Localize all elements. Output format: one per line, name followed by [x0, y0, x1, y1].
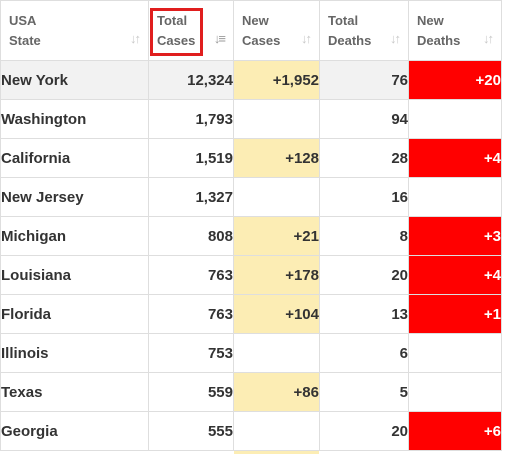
total-deaths-cell: 6: [319, 333, 409, 373]
new-cases-cell: +178: [233, 255, 320, 295]
total-deaths-cell: 20: [319, 411, 409, 451]
total-deaths-cell: 13: [319, 294, 409, 334]
header-new-cases-line1: New: [242, 13, 269, 28]
table-row: Washington 1,793 94: [0, 99, 502, 139]
new-deaths-cell: [408, 177, 502, 217]
total-cases-cell: 1,327: [148, 177, 234, 217]
new-cases-cell: [233, 411, 320, 451]
new-cases-cell: +128: [233, 138, 320, 178]
state-cell[interactable]: Texas: [0, 372, 149, 412]
total-deaths-cell: 28: [319, 138, 409, 178]
new-cases-cell: +104: [233, 294, 320, 334]
table-row: Illinois 753 6: [0, 333, 502, 373]
header-total-deaths-line2: Deaths: [328, 33, 372, 48]
new-cases-cell: +1,952: [233, 60, 320, 100]
state-cell[interactable]: Michigan: [0, 216, 149, 256]
new-cases-cell: [233, 333, 320, 373]
total-cases-cell: 763: [148, 294, 234, 334]
header-total-deaths[interactable]: Total Deaths ↓↑: [319, 0, 409, 61]
total-deaths-cell: 5: [319, 372, 409, 412]
new-cases-cell: +86: [233, 372, 320, 412]
total-cases-cell: 1,519: [148, 138, 234, 178]
table-body: New York 12,324 +1,952 76 +20 Washington…: [0, 60, 502, 451]
new-cases-cell: +21: [233, 216, 320, 256]
table-row: New Jersey 1,327 16: [0, 177, 502, 217]
sort-arrows-icon[interactable]: ↓↑: [301, 31, 312, 46]
state-cell[interactable]: New Jersey: [0, 177, 149, 217]
state-cell[interactable]: Florida: [0, 294, 149, 334]
total-cases-cell: 12,324: [148, 60, 234, 100]
total-cases-cell: 559: [148, 372, 234, 412]
table-row: Louisiana 763 +178 20 +4: [0, 255, 502, 295]
state-cell[interactable]: Illinois: [0, 333, 149, 373]
new-deaths-cell: +6: [408, 411, 502, 451]
table-header: USA State ↓↑ Total Cases ↓≡ New Cases ↓↑: [0, 0, 502, 61]
header-total-cases-line2: Cases: [157, 33, 196, 48]
state-cell[interactable]: Washington: [0, 99, 149, 139]
state-cell[interactable]: Georgia: [0, 411, 149, 451]
new-deaths-cell: [408, 372, 502, 412]
state-cell[interactable]: Louisiana: [0, 255, 149, 295]
header-new-deaths-line2: Deaths: [417, 33, 461, 48]
total-cases-cell: 555: [148, 411, 234, 451]
sort-descending-icon[interactable]: ↓≡: [213, 31, 226, 46]
new-deaths-cell: +3: [408, 216, 502, 256]
total-cases-cell: 808: [148, 216, 234, 256]
header-new-deaths[interactable]: New Deaths ↓↑: [408, 0, 502, 61]
header-new-deaths-line1: New: [417, 13, 444, 28]
header-new-cases[interactable]: New Cases ↓↑: [233, 0, 320, 61]
sort-arrows-icon[interactable]: ↓↑: [390, 31, 401, 46]
header-total-deaths-line1: Total: [328, 13, 359, 28]
total-deaths-cell: 20: [319, 255, 409, 295]
header-row: USA State ↓↑ Total Cases ↓≡ New Cases ↓↑: [0, 0, 502, 61]
new-deaths-cell: [408, 333, 502, 373]
total-deaths-cell: 76: [319, 60, 409, 100]
table-row: Texas 559 +86 5: [0, 372, 502, 412]
header-new-cases-line2: Cases: [242, 33, 281, 48]
new-deaths-cell: +4: [408, 138, 502, 178]
state-cell[interactable]: California: [0, 138, 149, 178]
table-row: Georgia 555 20 +6: [0, 411, 502, 451]
new-deaths-cell: +20: [408, 60, 502, 100]
total-cases-cell: 753: [148, 333, 234, 373]
table-row: California 1,519 +128 28 +4: [0, 138, 502, 178]
new-cases-cell: [233, 177, 320, 217]
new-deaths-cell: [408, 99, 502, 139]
header-state-line1: USA: [9, 13, 37, 28]
state-cell[interactable]: New York: [0, 60, 149, 100]
sort-arrows-icon[interactable]: ↓↑: [483, 31, 494, 46]
new-deaths-cell: +1: [408, 294, 502, 334]
header-total-cases-line1: Total: [157, 13, 188, 28]
total-deaths-cell: 16: [319, 177, 409, 217]
total-cases-cell: 1,793: [148, 99, 234, 139]
annotation-highlight-box: [150, 8, 203, 56]
new-deaths-cell: +4: [408, 255, 502, 295]
new-cases-cell: [233, 99, 320, 139]
table-row: New York 12,324 +1,952 76 +20: [0, 60, 502, 100]
header-state[interactable]: USA State ↓↑: [0, 0, 149, 61]
table-row: Michigan 808 +21 8 +3: [0, 216, 502, 256]
header-total-cases[interactable]: Total Cases ↓≡: [148, 0, 234, 61]
table-row-partial: [0, 450, 501, 454]
sort-arrows-icon[interactable]: ↓↑: [130, 31, 141, 46]
total-deaths-cell: 8: [319, 216, 409, 256]
table-row: Florida 763 +104 13 +1: [0, 294, 502, 334]
header-state-line2: State: [9, 33, 41, 48]
total-deaths-cell: 94: [319, 99, 409, 139]
total-cases-cell: 763: [148, 255, 234, 295]
